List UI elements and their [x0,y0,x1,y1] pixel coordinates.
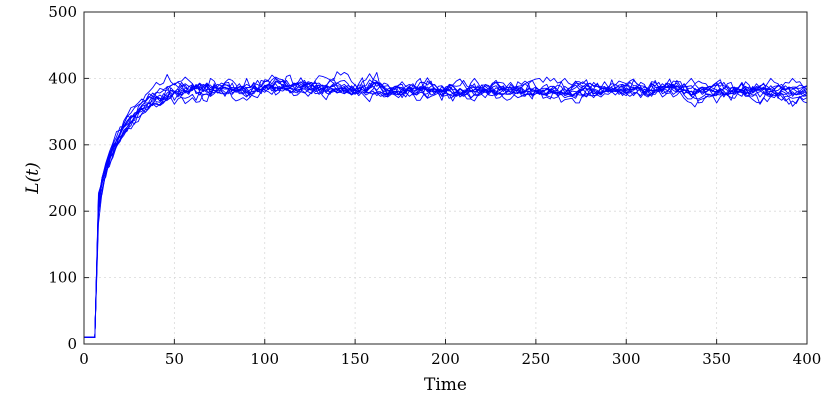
y-axis-title: L(t) [23,162,43,194]
x-tick-label: 0 [79,350,89,368]
y-tick-label: 300 [48,136,77,154]
y-axis: 0 100 200 300 400 500 [48,3,807,353]
x-tick-label: 350 [702,350,731,368]
gridlines [84,12,807,344]
x-tick-label: 100 [250,350,279,368]
x-axis: 0 50 100 150 200 250 300 350 400 [79,12,821,368]
x-tick-label: 200 [431,350,460,368]
series-line-11 [84,81,808,338]
x-tick-label: 400 [793,350,822,368]
x-tick-label: 150 [341,350,370,368]
x-axis-title: Time [424,375,467,395]
x-tick-label: 300 [612,350,641,368]
y-tick-label: 500 [48,3,77,21]
y-tick-label: 0 [67,335,77,353]
series-line-10 [84,81,808,338]
series-line-4 [84,77,808,338]
x-tick-label: 250 [522,350,551,368]
series-line-12 [84,81,808,338]
x-tick-label: 50 [165,350,184,368]
series-group [84,71,808,338]
y-tick-label: 100 [48,269,77,287]
y-tick-label: 200 [48,202,77,220]
y-tick-label: 400 [48,69,77,87]
